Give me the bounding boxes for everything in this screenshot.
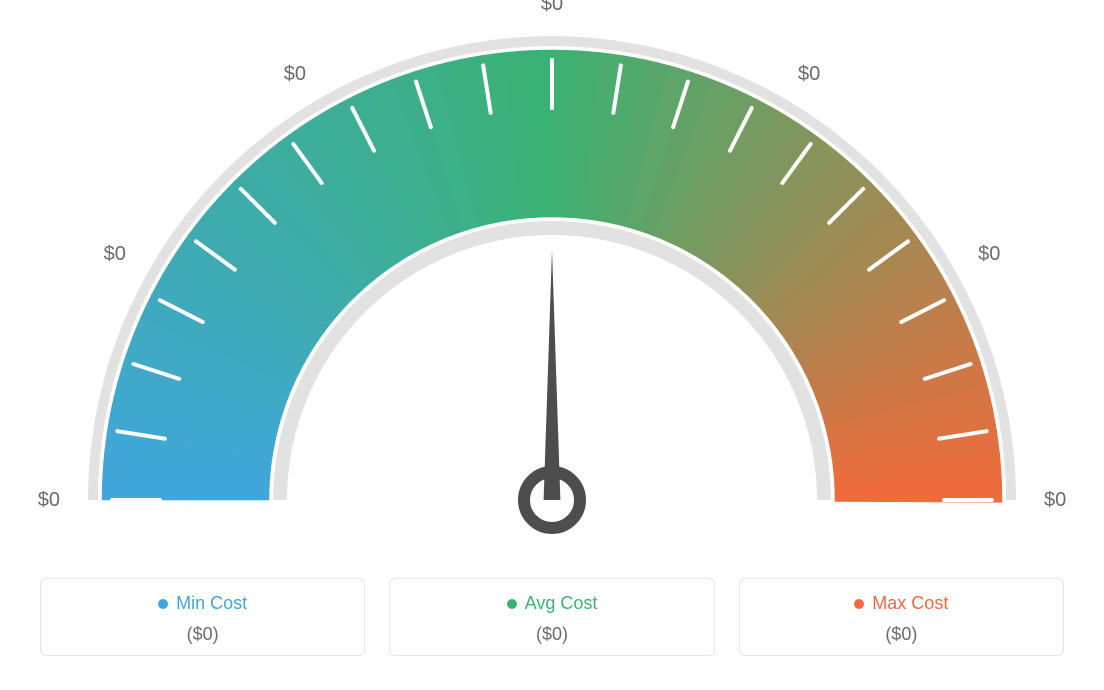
legend-min-header: Min Cost [158, 593, 247, 614]
gauge-svg: $0 $0 $0 $0 $0 $0 $0 [0, 0, 1104, 570]
legend-avg-header: Avg Cost [507, 593, 598, 614]
svg-text:$0: $0 [104, 243, 126, 265]
legend-min-label: Min Cost [176, 593, 247, 614]
legend-avg-dot [507, 599, 517, 609]
legend-max-header: Max Cost [854, 593, 948, 614]
legend-min-value: ($0) [187, 624, 219, 645]
legend-row: Min Cost ($0) Avg Cost ($0) Max Cost ($0… [0, 578, 1104, 656]
legend-min-dot [158, 599, 168, 609]
gauge-area: $0 $0 $0 $0 $0 $0 $0 [0, 0, 1104, 570]
svg-text:$0: $0 [284, 63, 306, 85]
svg-text:$0: $0 [541, 0, 563, 15]
legend-max: Max Cost ($0) [739, 578, 1064, 656]
legend-min: Min Cost ($0) [40, 578, 365, 656]
svg-text:$0: $0 [978, 243, 1000, 265]
svg-text:$0: $0 [798, 63, 820, 85]
legend-max-dot [854, 599, 864, 609]
legend-max-value: ($0) [885, 624, 917, 645]
svg-text:$0: $0 [38, 489, 60, 511]
svg-text:$0: $0 [1044, 489, 1066, 511]
legend-avg-value: ($0) [536, 624, 568, 645]
legend-avg-label: Avg Cost [525, 593, 598, 614]
legend-max-label: Max Cost [872, 593, 948, 614]
gauge-cost-chart: $0 $0 $0 $0 $0 $0 $0 Min Cost ($0) Avg Cost ($… [0, 0, 1104, 690]
legend-avg: Avg Cost ($0) [389, 578, 714, 656]
